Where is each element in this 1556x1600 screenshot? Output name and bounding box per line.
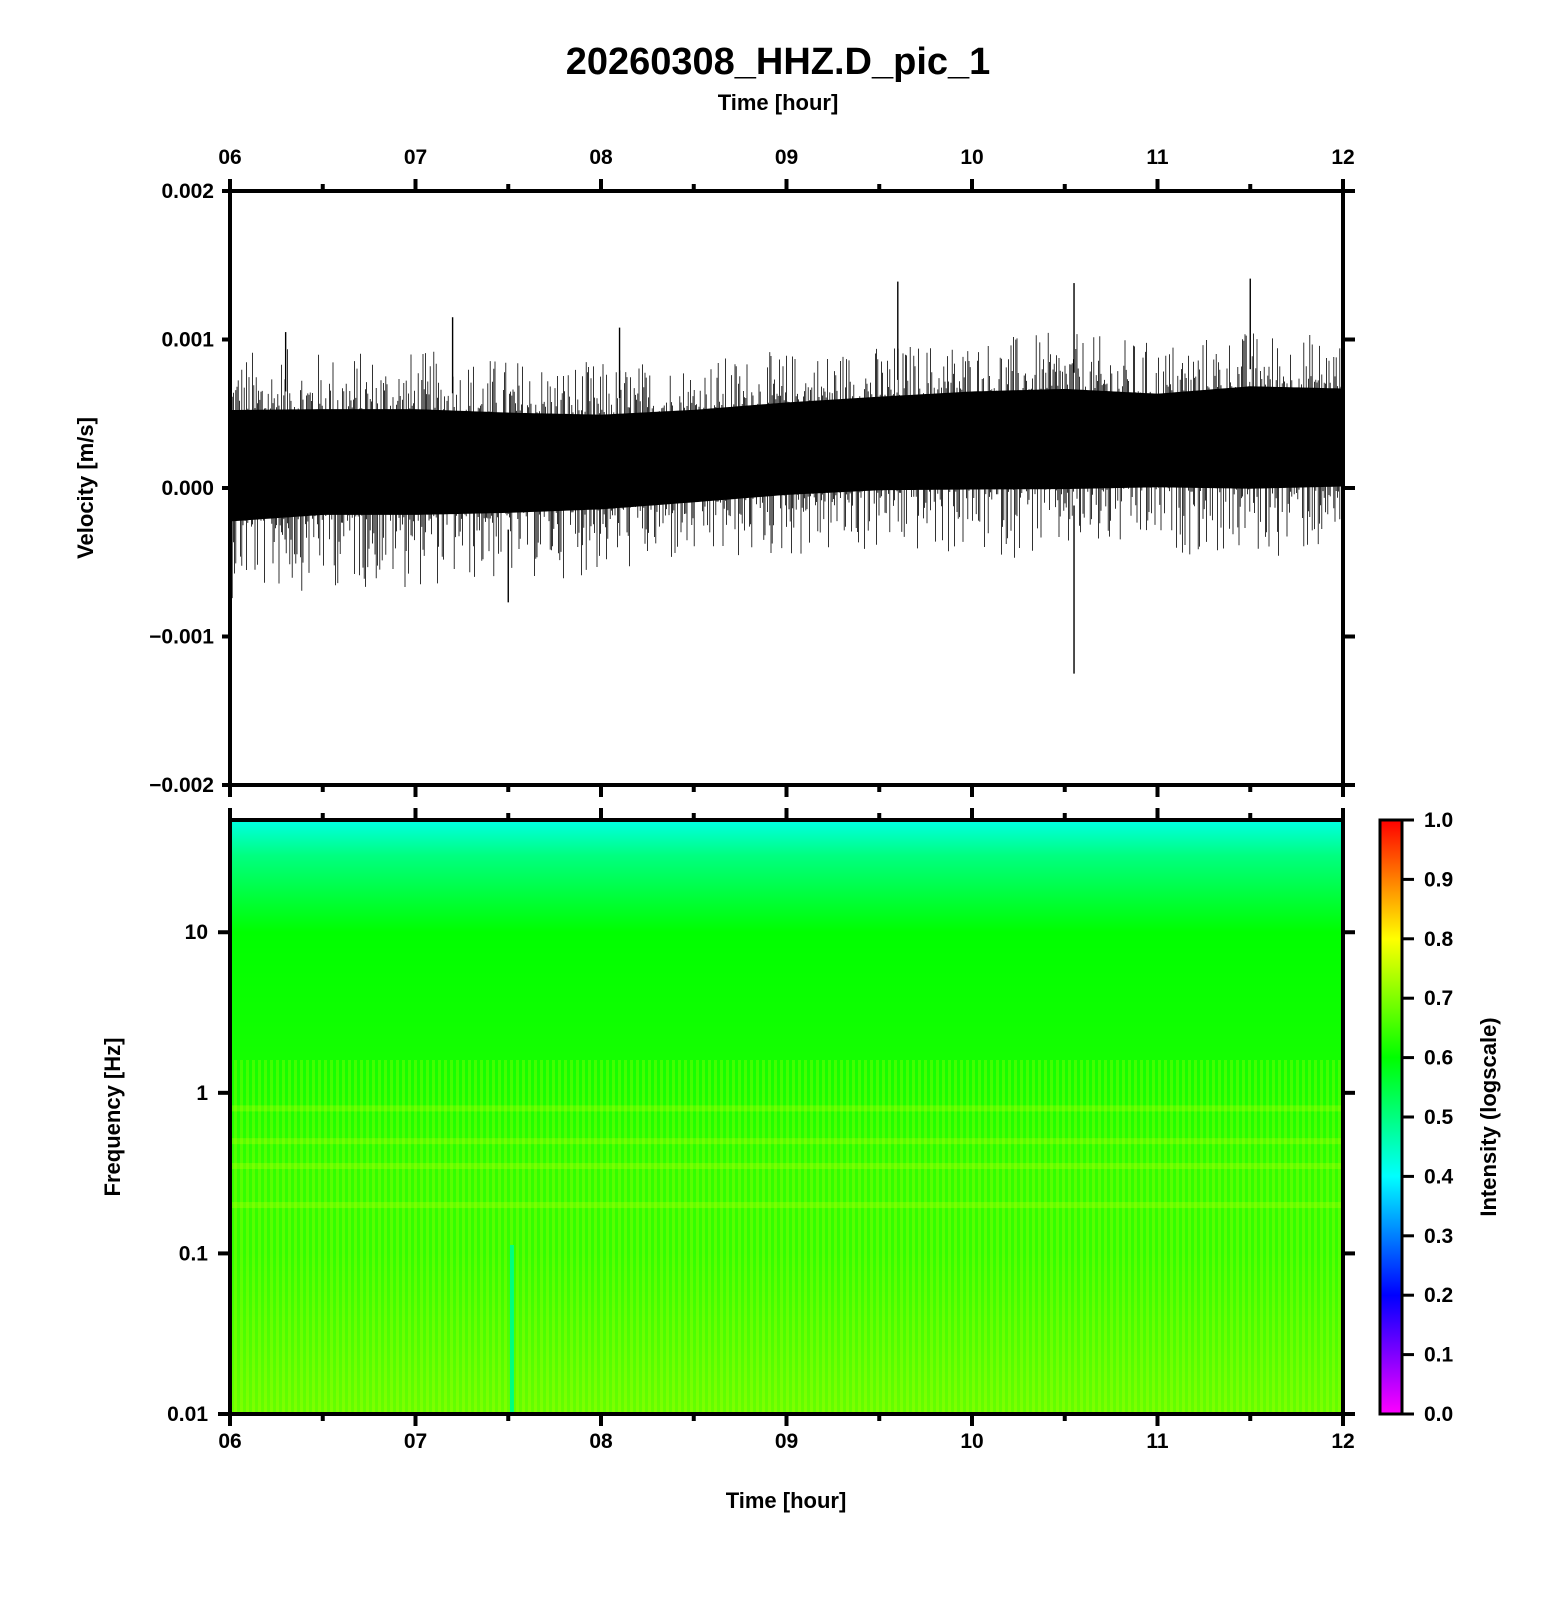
bottom-x-tick-label: 11	[1146, 1430, 1169, 1453]
top-x-tick-label: 07	[404, 146, 427, 169]
colorbar-tick-label: 0.9	[1424, 868, 1453, 891]
colorbar-tick-label: 0.1	[1424, 1344, 1454, 1367]
colorbar-ticks: 1.0 0.9 0.8 0.7 0.6 0.5 0.4 0.3 0.2 0.1 0.0	[1402, 809, 1454, 1426]
spectrogram-x-ticks: 06 07 08 09 10 11 12	[218, 1414, 1355, 1453]
top-x-axis-label: Time [hour]	[718, 90, 839, 115]
spectrogram-y-tick-label: 10	[185, 921, 208, 944]
waveform-y-tick-label: 0.001	[161, 329, 214, 352]
colorbar-tick-label: 0.7	[1424, 987, 1453, 1010]
spectrogram-band	[230, 1163, 1343, 1170]
top-x-tick-label: 09	[775, 146, 798, 169]
colorbar: 1.0 0.9 0.8 0.7 0.6 0.5 0.4 0.3 0.2 0.1 0.0 Intens…	[1378, 809, 1501, 1426]
spectrogram-stripes	[230, 1060, 1343, 1414]
waveform-y-axis-label: Velocity [m/s]	[73, 417, 98, 559]
spectrogram-y-tick-label: 1	[196, 1082, 208, 1105]
top-x-tick-label: 06	[218, 146, 241, 169]
waveform-y-ticks: 0.002 0.001 0.000 −0.001 −0.002	[149, 180, 1355, 797]
waveform-fringe	[230, 332, 1343, 599]
spectrogram-y-axis-label: Frequency [Hz]	[100, 1038, 125, 1197]
top-x-tick-label: 08	[589, 146, 613, 169]
colorbar-tick-label: 0.3	[1424, 1225, 1453, 1248]
bottom-x-tick-label: 09	[775, 1430, 798, 1453]
colorbar-tick-label: 1.0	[1424, 809, 1453, 832]
spectrogram-band	[230, 1138, 1343, 1145]
top-x-tick-label: 12	[1331, 146, 1354, 169]
bottom-x-tick-label: 07	[404, 1430, 427, 1453]
spectrogram-panel: 06 07 08 09 10 11 12 10 1 0.1 0.01 Frequency [Hz]…	[100, 808, 1355, 1513]
waveform-y-tick-label: −0.002	[149, 774, 214, 797]
colorbar-tick-label: 0.2	[1424, 1284, 1453, 1307]
spectrogram-y-tick-label: 0.01	[167, 1403, 208, 1426]
colorbar-gradient	[1378, 818, 1404, 1416]
colorbar-tick-label: 0.6	[1424, 1047, 1453, 1070]
top-x-tick-label: 10	[960, 146, 983, 169]
waveform-y-tick-label: −0.001	[149, 626, 214, 649]
waveform-panel: 06 07 08 09 10 11 12 0.002 0.001 0.000 −0.001 −0.0…	[73, 146, 1355, 797]
top-x-tick-label: 11	[1146, 146, 1169, 169]
colorbar-tick-label: 0.5	[1424, 1106, 1454, 1129]
spectrogram-band	[230, 1202, 1343, 1209]
spectrogram-bands	[230, 1105, 1343, 1209]
waveform-y-tick-label: 0.000	[161, 477, 214, 500]
bottom-x-tick-label: 08	[589, 1430, 613, 1453]
chart-title: 20260308_HHZ.D_pic_1	[566, 41, 991, 83]
spectrogram-y-tick-label: 0.1	[179, 1242, 209, 1265]
waveform-trace	[230, 278, 1343, 674]
spectrogram-band	[230, 1105, 1343, 1112]
spectrogram-y-ticks: 10 1 0.1 0.01	[167, 921, 1355, 1426]
bottom-x-tick-label: 12	[1331, 1430, 1354, 1453]
spectrogram-anomaly-line	[509, 1245, 514, 1414]
colorbar-tick-label: 0.4	[1424, 1165, 1454, 1188]
colorbar-tick-label: 0.8	[1424, 928, 1454, 951]
bottom-x-tick-label: 06	[218, 1430, 241, 1453]
colorbar-label: Intensity (logscale)	[1476, 1017, 1501, 1216]
bottom-x-axis-label: Time [hour]	[726, 1488, 847, 1513]
bottom-x-tick-label: 10	[960, 1430, 983, 1453]
spectrogram-top-x-ticks	[228, 808, 1345, 820]
colorbar-tick-label: 0.0	[1424, 1403, 1453, 1426]
waveform-y-tick-label: 0.002	[161, 180, 214, 203]
